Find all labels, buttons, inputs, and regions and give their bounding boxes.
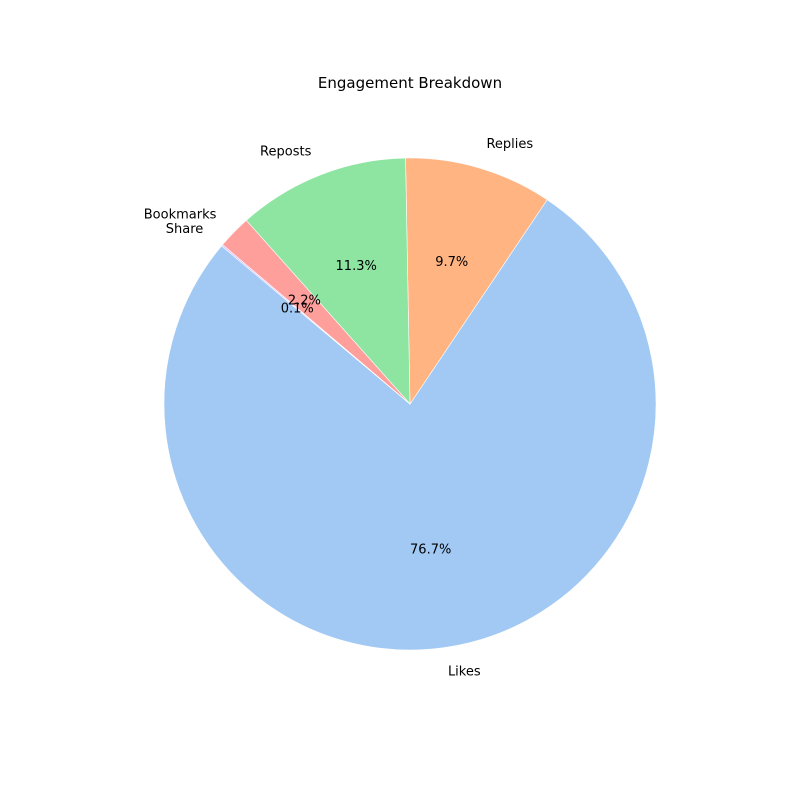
- pie-slice-reposts: [245, 157, 411, 405]
- slice-label-share: Share: [166, 222, 204, 237]
- pie-slices: [163, 157, 657, 651]
- slice-percent-share: 0.1%: [281, 301, 314, 316]
- pie-slice-likes: [163, 199, 657, 651]
- slice-percent-likes: 76.7%: [410, 543, 451, 558]
- chart-title: Engagement Breakdown: [318, 74, 502, 92]
- slice-percent-replies: 9.7%: [435, 255, 468, 270]
- pie-slice-share: [221, 244, 411, 405]
- slice-label-reposts: Reposts: [260, 145, 312, 160]
- slice-label-bookmarks: Bookmarks: [144, 207, 217, 222]
- slice-label-likes: Likes: [448, 664, 481, 679]
- slice-percent-reposts: 11.3%: [336, 259, 377, 274]
- pie-labels: Likes 76.7% Replies 9.7% Reposts 11.3% Bookmar…: [144, 137, 534, 679]
- slice-percent-bookmarks: 2.2%: [288, 293, 321, 308]
- pie-slice-replies: [405, 157, 548, 405]
- slice-label-replies: Replies: [486, 137, 533, 152]
